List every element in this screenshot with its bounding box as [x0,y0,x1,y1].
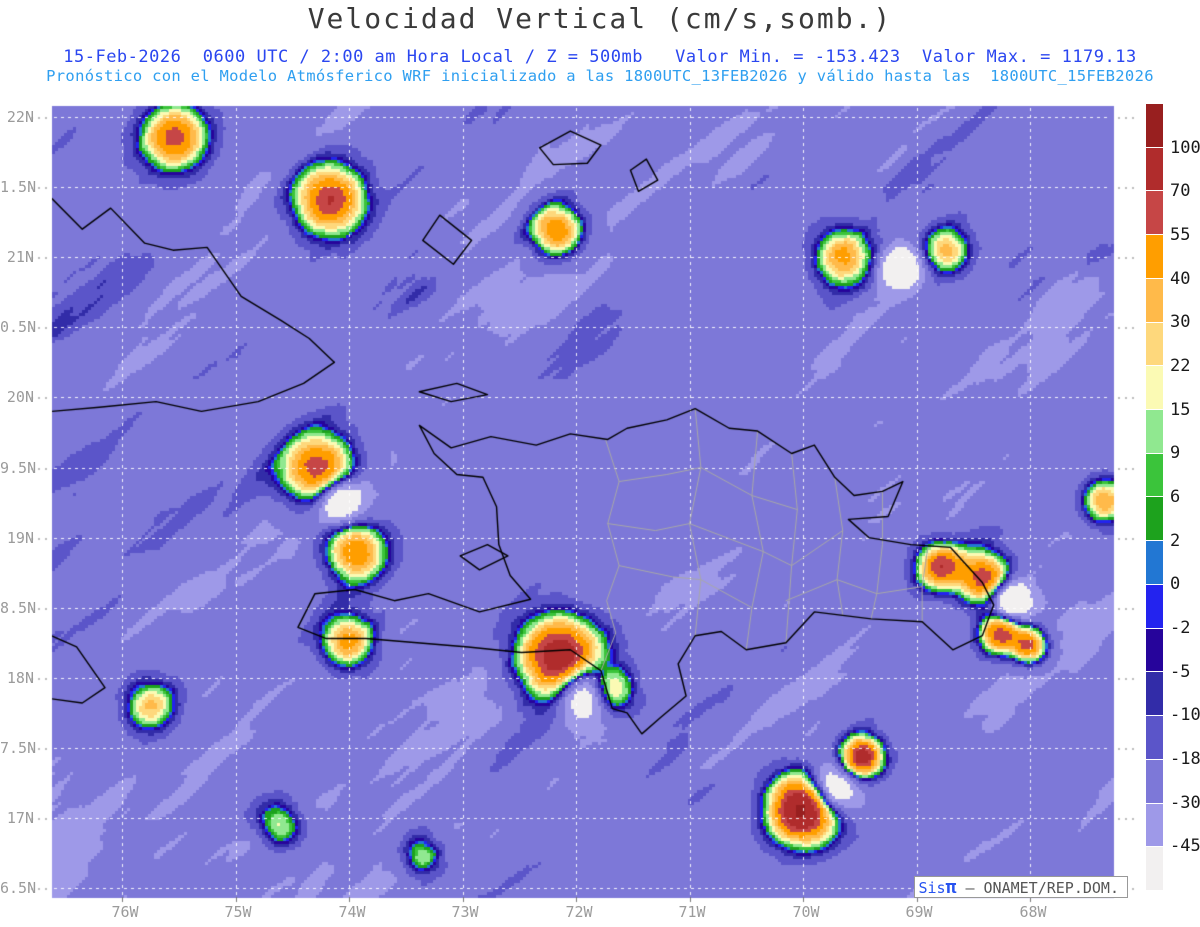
color-scale-label: -45 [1170,836,1200,856]
color-scale-label: 30 [1170,312,1191,332]
color-scale-segment [1146,716,1163,760]
lat-tick-label: 6.5N [0,879,37,897]
color-scale-label: -30 [1170,793,1200,813]
lat-tick-label: 8.5N [0,599,37,617]
color-scale-label: -2 [1170,618,1191,638]
lon-tick-label: 76W [111,903,139,921]
color-scale-label: 0 [1170,574,1181,594]
color-scale-segment [1146,628,1163,673]
subtitle-valid-time: 15-Feb-2026 0600 UTC / 2:00 am Hora Loca… [63,47,1137,67]
lon-tick-label: 75W [224,903,252,921]
color-scale-segment [1146,847,1163,890]
watermark-org: – ONAMET/REP.DOM. [956,879,1119,897]
lon-tick-label: 70W [792,903,820,921]
color-scale-segment [1146,191,1163,236]
color-scale-label: 70 [1170,181,1191,201]
color-scale-label: 6 [1170,487,1181,507]
color-scale-segment [1146,104,1163,148]
color-scale-segment [1146,672,1163,717]
lat-tick-label: 21N [6,248,34,266]
color-scale-segment [1146,147,1163,192]
color-scale-label: -18 [1170,749,1200,769]
color-scale-segment [1146,759,1163,804]
lat-tick-label: 20N [6,388,34,406]
lon-tick-label: 72W [565,903,593,921]
color-scale-label: 2 [1170,531,1181,551]
lat-tick-label: 9.5N [0,459,37,477]
page-title: Velocidad Vertical (cm/s,somb.) [307,2,893,35]
lon-tick-label: 73W [451,903,479,921]
velocity-field-map-canvas [0,100,1200,910]
color-scale-segment [1146,322,1163,367]
color-scale-label: 40 [1170,269,1191,289]
lat-tick-label: 1.5N [0,178,37,196]
color-scale-segment [1146,803,1163,848]
color-scale-segment [1146,541,1163,585]
color-scale-segment [1146,366,1163,411]
lat-tick-label: 22N [6,108,34,126]
watermark-badge: Sisπ – ONAMET/REP.DOM. [914,876,1128,898]
color-scale-segment [1146,584,1163,629]
lon-tick-label: 74W [338,903,366,921]
color-scale-segment [1146,453,1163,498]
color-scale-label: 55 [1170,225,1191,245]
lat-tick-label: 0.5N [0,318,37,336]
lat-tick-label: 18N [6,669,34,687]
color-scale-segment [1146,410,1163,454]
pi-icon: π [945,877,957,898]
color-scale-label: -5 [1170,662,1191,682]
color-scale-legend [1146,104,1163,890]
lat-tick-label: 17N [6,809,34,827]
color-scale-segment [1146,278,1163,323]
lon-tick-label: 71W [678,903,706,921]
color-scale-label: 22 [1170,356,1191,376]
lat-tick-label: 7.5N [0,739,37,757]
watermark-brand: Sis [918,879,946,897]
color-scale-label: 100 [1170,138,1200,158]
subtitle-model-init: Pronóstico con el Modelo Atmósferico WRF… [46,67,1154,85]
color-scale-label: 9 [1170,443,1181,463]
color-scale-segment [1146,497,1163,542]
lon-tick-label: 69W [905,903,933,921]
lon-tick-label: 68W [1019,903,1047,921]
color-scale-label: -10 [1170,705,1200,725]
color-scale-segment [1146,235,1163,279]
lat-tick-label: 19N [6,529,34,547]
color-scale-label: 15 [1170,400,1191,420]
